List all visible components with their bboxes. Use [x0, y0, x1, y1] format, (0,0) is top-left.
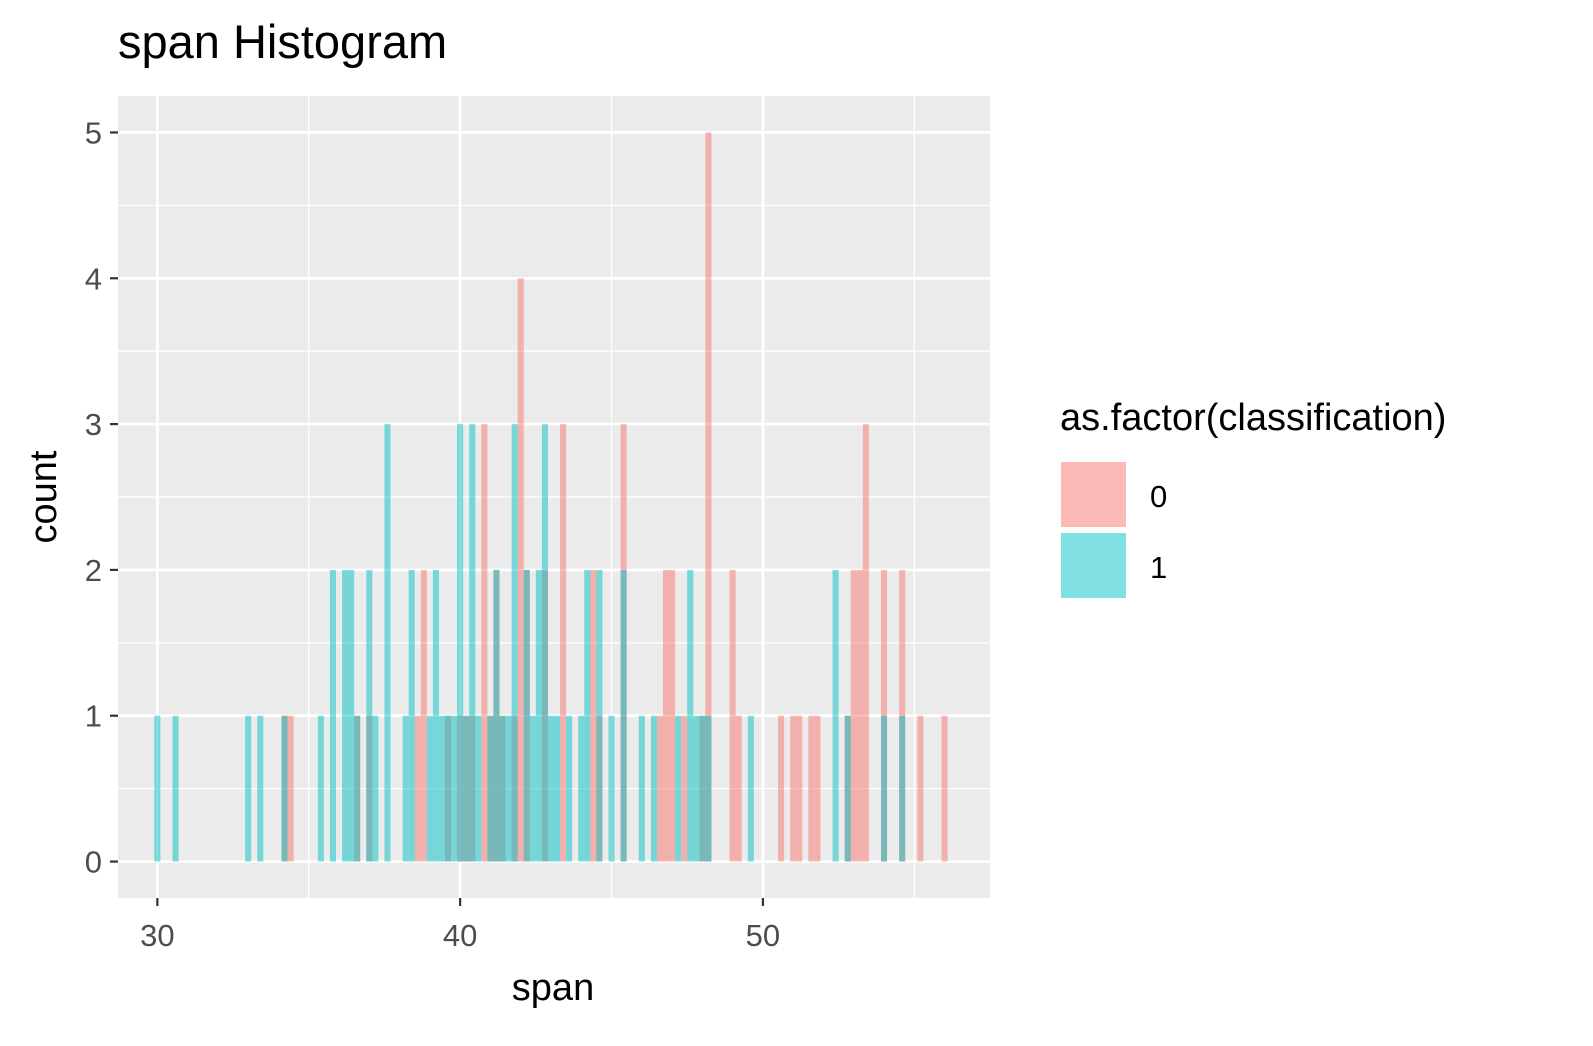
- bar-series-0: [778, 715, 785, 862]
- bar-series-0: [850, 569, 857, 862]
- bar-series-1: [457, 424, 464, 862]
- bar-series-0: [517, 278, 524, 862]
- series-1-bars: [154, 424, 906, 862]
- bar-series-1: [475, 715, 482, 862]
- bar-series-0: [941, 715, 948, 862]
- bar-series-0: [735, 715, 742, 862]
- bar-series-1: [608, 715, 615, 862]
- bar-series-1: [402, 715, 409, 862]
- bar-series-1: [451, 715, 458, 862]
- bar-series-1: [354, 715, 361, 862]
- bar-series-1: [445, 715, 452, 862]
- bar-series-1: [426, 715, 433, 862]
- bar-series-1: [348, 569, 355, 862]
- y-tick-label: 1: [85, 699, 102, 734]
- bar-series-0: [420, 569, 427, 862]
- bar-series-1: [566, 715, 573, 862]
- y-tick-label: 5: [85, 115, 102, 150]
- bar-series-1: [384, 424, 391, 862]
- bar-series-1: [329, 569, 336, 862]
- y-tick-label: 2: [85, 553, 102, 588]
- bar-series-1: [469, 424, 476, 862]
- bar-series-0: [705, 132, 712, 862]
- x-axis-ticks: 30 40 50: [140, 898, 780, 953]
- bar-series-1: [372, 715, 379, 862]
- bar-series-1: [650, 715, 657, 862]
- bar-series-1: [493, 569, 500, 862]
- bar-series-1: [675, 715, 682, 862]
- bar-series-0: [669, 569, 676, 862]
- bar-series-1: [535, 569, 542, 862]
- bar-series-1: [438, 715, 445, 862]
- bar-series-0: [862, 424, 869, 862]
- bar-series-1: [844, 715, 851, 862]
- bar-series-0: [808, 715, 815, 862]
- bar-series-0: [481, 424, 488, 862]
- bar-series-0: [663, 569, 670, 862]
- chart-title: span Histogram: [118, 15, 448, 68]
- bar-series-1: [172, 715, 179, 862]
- bar-series-1: [366, 569, 373, 862]
- bar-series-1: [899, 715, 906, 862]
- legend-key-1: [1061, 533, 1126, 598]
- y-axis-title: count: [23, 450, 65, 543]
- bar-series-1: [687, 569, 694, 862]
- bar-series-0: [729, 569, 736, 862]
- y-axis-ticks: 0 1 2 3 4 5: [85, 115, 118, 880]
- bar-series-0: [814, 715, 821, 862]
- y-tick-label: 0: [85, 845, 102, 880]
- bar-series-1: [699, 715, 706, 862]
- x-tick-label: 50: [746, 918, 780, 953]
- bar-series-0: [590, 569, 597, 862]
- bar-series-1: [529, 715, 536, 862]
- bar-series-0: [414, 715, 421, 862]
- bar-series-1: [547, 715, 554, 862]
- bar-series-1: [578, 715, 585, 862]
- y-tick-label: 4: [85, 261, 102, 296]
- bar-series-1: [317, 715, 324, 862]
- bar-series-1: [511, 424, 518, 862]
- bar-series-1: [881, 715, 888, 862]
- bar-series-1: [245, 715, 252, 862]
- bar-series-0: [917, 715, 924, 862]
- bar-series-1: [523, 569, 530, 862]
- bar-series-1: [541, 424, 548, 862]
- bar-series-0: [796, 715, 803, 862]
- bar-series-1: [747, 715, 754, 862]
- bar-series-1: [620, 569, 627, 862]
- x-tick-label: 30: [140, 918, 174, 953]
- bar-series-1: [154, 715, 161, 862]
- bar-series-1: [705, 715, 712, 862]
- bar-series-1: [832, 569, 839, 862]
- bar-series-0: [560, 424, 567, 862]
- bar-series-1: [693, 715, 700, 862]
- bar-series-1: [432, 569, 439, 862]
- bar-series-1: [505, 715, 512, 862]
- bar-series-1: [408, 569, 415, 862]
- x-tick-label: 40: [443, 918, 477, 953]
- bar-series-0: [656, 715, 663, 862]
- bar-series-0: [287, 715, 294, 862]
- bar-series-1: [584, 569, 591, 862]
- legend: as.factor(classification) 0 1: [1060, 397, 1446, 598]
- bar-series-1: [499, 715, 506, 862]
- bar-series-1: [257, 715, 264, 862]
- y-tick-label: 3: [85, 407, 102, 442]
- bar-series-1: [596, 569, 603, 862]
- legend-title: as.factor(classification): [1060, 397, 1446, 439]
- bar-series-1: [342, 569, 349, 862]
- legend-label-0: 0: [1150, 479, 1167, 514]
- bar-series-1: [487, 715, 494, 862]
- legend-key-0: [1061, 462, 1126, 527]
- bar-series-1: [463, 715, 470, 862]
- x-axis-title: span: [512, 967, 594, 1009]
- bar-series-1: [281, 715, 288, 862]
- bar-series-0: [856, 569, 863, 862]
- bar-series-1: [638, 715, 645, 862]
- bar-series-0: [790, 715, 797, 862]
- legend-label-1: 1: [1150, 550, 1167, 585]
- bar-series-1: [554, 715, 561, 862]
- bar-series-0: [681, 715, 688, 862]
